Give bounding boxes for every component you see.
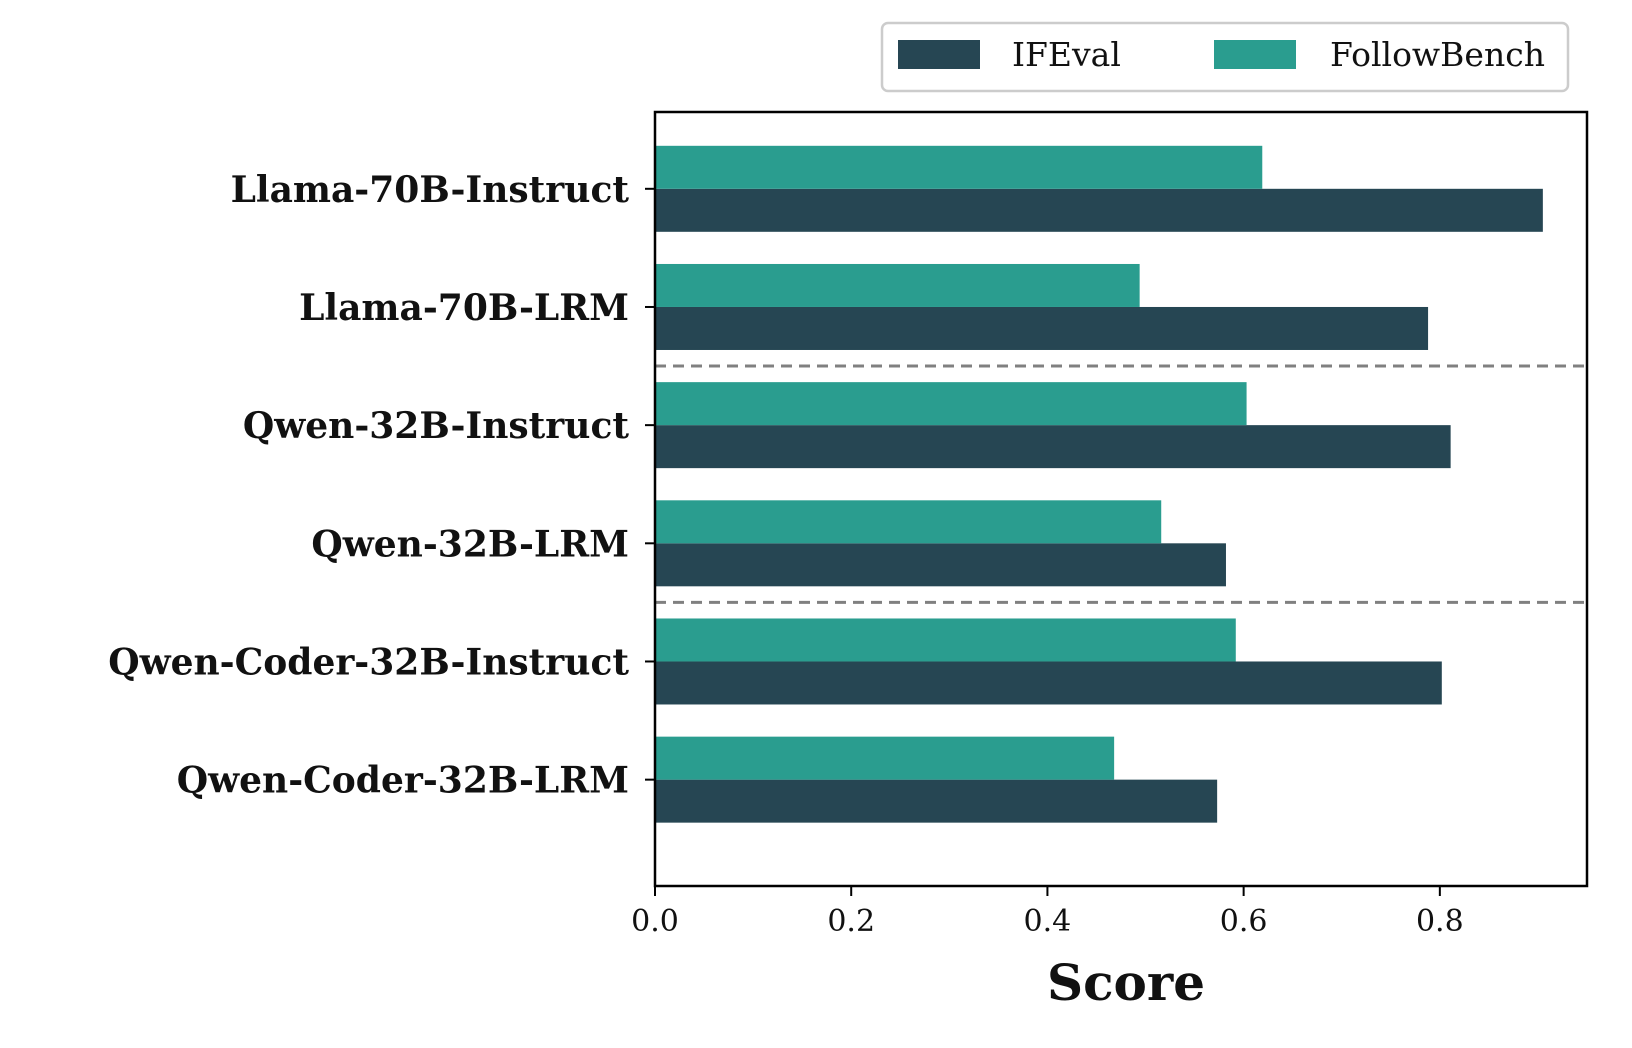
group-separators [655,364,1587,604]
x-tick-label: 0.0 [631,904,679,939]
bar-ifeval-0 [655,188,1543,232]
y-axis: Llama-70B-Instruct Llama-70B-LRM Qwen-32B-… [108,169,655,802]
x-tick-label: 0.6 [1220,904,1268,939]
bar-followbench-5 [655,736,1115,780]
plot-frame [653,110,1589,888]
bar-followbench-3 [655,500,1162,544]
legend-label-ifeval: IFEval [1012,35,1121,74]
bar-ifeval-5 [655,779,1218,823]
x-tick-label: 0.2 [827,904,875,939]
bar-followbench-1 [655,263,1140,307]
bar-followbench-0 [655,145,1263,189]
y-tick-label: Qwen-32B-LRM [311,523,629,565]
legend: IFEval FollowBench [880,21,1570,93]
bars [655,145,1543,823]
y-tick-label: Qwen-Coder-32B-Instruct [108,641,629,683]
y-tick-label: Llama-70B-Instruct [231,169,630,211]
x-tick-label: 0.4 [1024,904,1072,939]
bar-followbench-2 [655,382,1247,426]
y-tick-label: Qwen-32B-Instruct [243,405,629,447]
x-tick-label: 0.8 [1416,904,1464,939]
x-axis-title: Score [1047,953,1205,1012]
legend-swatch-followbench [1214,40,1296,69]
bar-ifeval-1 [655,306,1429,350]
y-tick-label: Qwen-Coder-32B-LRM [177,760,629,802]
bar-ifeval-4 [655,661,1442,705]
x-axis: 0.0 0.2 0.4 0.6 0.8 [631,886,1464,939]
legend-label-followbench: FollowBench [1330,35,1545,74]
y-tick-label: Llama-70B-LRM [299,287,629,329]
bar-ifeval-3 [655,543,1226,587]
bar-followbench-4 [655,618,1236,662]
bar-ifeval-2 [655,425,1451,469]
legend-swatch-ifeval [898,40,980,69]
